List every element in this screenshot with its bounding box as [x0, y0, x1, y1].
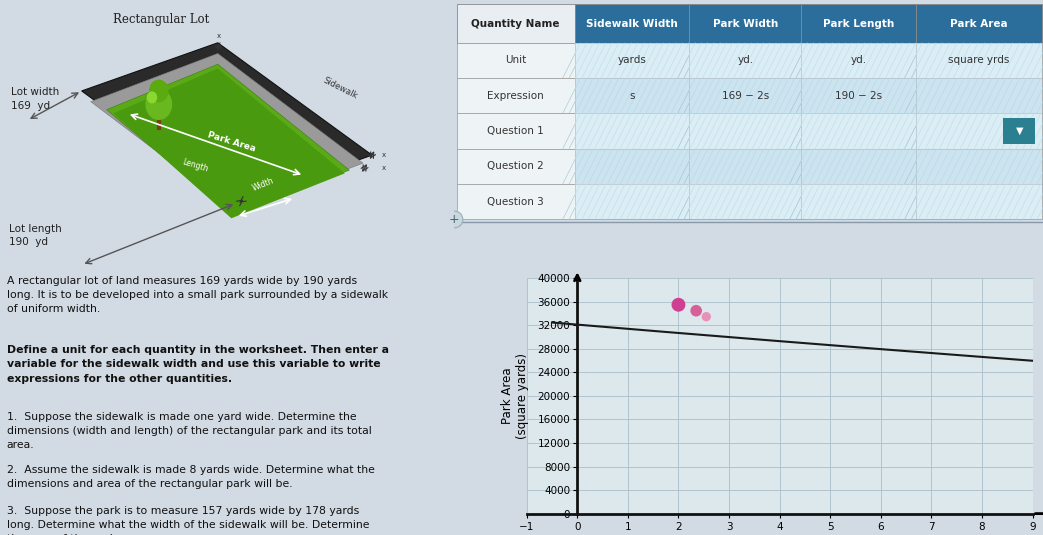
Bar: [575, 184, 689, 219]
Y-axis label: Park Area
(square yards): Park Area (square yards): [502, 353, 529, 439]
Bar: [689, 78, 801, 113]
Bar: [457, 78, 575, 113]
Bar: [801, 149, 917, 184]
Text: Park Length: Park Length: [823, 19, 895, 28]
Bar: [689, 184, 801, 219]
Polygon shape: [91, 54, 363, 211]
Text: 3.  Suppose the park is to measure 157 yards wide by 178 yards
long. Determine w: 3. Suppose the park is to measure 157 ya…: [7, 506, 369, 535]
Point: [698, 312, 714, 321]
Bar: [801, 43, 917, 78]
Bar: [575, 113, 689, 149]
Bar: [801, 78, 917, 113]
Text: x: x: [382, 165, 386, 171]
Bar: [801, 113, 917, 149]
Text: Quantity Name: Quantity Name: [471, 19, 560, 28]
Bar: [917, 78, 1042, 113]
Text: Park Area: Park Area: [950, 19, 1008, 28]
Bar: [917, 113, 1042, 149]
Bar: [801, 149, 917, 184]
Text: yd.: yd.: [737, 56, 753, 65]
Text: Sidewalk Width: Sidewalk Width: [586, 19, 678, 28]
Text: Unit: Unit: [505, 56, 527, 65]
Bar: [457, 4, 575, 43]
Bar: [457, 43, 575, 78]
Circle shape: [150, 80, 168, 102]
Text: Expression: Expression: [487, 91, 544, 101]
Text: ▼: ▼: [1016, 126, 1023, 136]
Bar: [575, 43, 689, 78]
Bar: [917, 149, 1042, 184]
Text: Length: Length: [181, 158, 209, 174]
Bar: [917, 78, 1042, 113]
Bar: [689, 184, 801, 219]
Bar: [917, 43, 1042, 78]
Bar: [801, 113, 917, 149]
Bar: [801, 184, 917, 219]
Bar: [801, 43, 917, 78]
Bar: [575, 113, 689, 149]
Polygon shape: [81, 43, 372, 203]
Bar: [689, 43, 801, 78]
Bar: [689, 43, 801, 78]
Text: Park Width: Park Width: [712, 19, 778, 28]
Bar: [575, 149, 689, 184]
Text: Sidewalk: Sidewalk: [321, 76, 359, 101]
Text: Width: Width: [251, 176, 275, 193]
Text: x: x: [217, 33, 221, 39]
Bar: [917, 4, 1042, 43]
Bar: [689, 113, 801, 149]
Bar: [575, 78, 689, 113]
Bar: [801, 184, 917, 219]
Text: Park Area: Park Area: [207, 130, 257, 154]
Bar: [689, 149, 801, 184]
Bar: [689, 78, 801, 113]
Bar: [917, 113, 1042, 149]
Text: 190 − 2s: 190 − 2s: [835, 91, 882, 101]
Bar: [689, 4, 801, 43]
Text: x: x: [239, 210, 243, 216]
FancyBboxPatch shape: [1003, 118, 1035, 144]
Polygon shape: [106, 64, 349, 216]
Bar: [457, 113, 575, 149]
Text: +: +: [448, 213, 459, 226]
Bar: [575, 78, 689, 113]
Text: 169 − 2s: 169 − 2s: [722, 91, 769, 101]
Text: Lot width
169  yd: Lot width 169 yd: [11, 87, 59, 111]
Bar: [917, 43, 1042, 78]
Text: square yrds: square yrds: [948, 56, 1010, 65]
Text: Question 3: Question 3: [487, 197, 544, 207]
Bar: [801, 4, 917, 43]
Bar: [917, 149, 1042, 184]
Text: yd.: yd.: [851, 56, 867, 65]
Text: 1.  Suppose the sidewalk is made one yard wide. Determine the
dimensions (width : 1. Suppose the sidewalk is made one yard…: [7, 412, 371, 450]
Point: [671, 301, 687, 309]
Text: Question 1: Question 1: [487, 126, 544, 136]
Bar: [457, 149, 575, 184]
Text: Lot length
190  yd: Lot length 190 yd: [9, 224, 62, 247]
Text: x: x: [382, 152, 386, 158]
Bar: [575, 4, 689, 43]
Text: s: s: [629, 91, 635, 101]
Bar: [801, 78, 917, 113]
Bar: [457, 184, 575, 219]
Text: 2.  Assume the sidewalk is made 8 yards wide. Determine what the
dimensions and : 2. Assume the sidewalk is made 8 yards w…: [7, 465, 374, 490]
Text: Define a unit for each quantity in the worksheet. Then enter a
variable for the : Define a unit for each quantity in the w…: [7, 345, 389, 384]
Text: A rectangular lot of land measures 169 yards wide by 190 yards
long. It is to be: A rectangular lot of land measures 169 y…: [7, 276, 388, 315]
Point: [687, 307, 704, 315]
Text: yards: yards: [617, 56, 647, 65]
Circle shape: [147, 92, 156, 103]
Bar: [575, 43, 689, 78]
Bar: [917, 184, 1042, 219]
Bar: [917, 184, 1042, 219]
Text: Rectangular Lot: Rectangular Lot: [114, 13, 210, 26]
Bar: [689, 113, 801, 149]
Polygon shape: [114, 68, 345, 218]
Text: Question 2: Question 2: [487, 162, 544, 171]
Bar: [689, 149, 801, 184]
Bar: [575, 184, 689, 219]
Bar: [575, 149, 689, 184]
Circle shape: [146, 89, 171, 119]
